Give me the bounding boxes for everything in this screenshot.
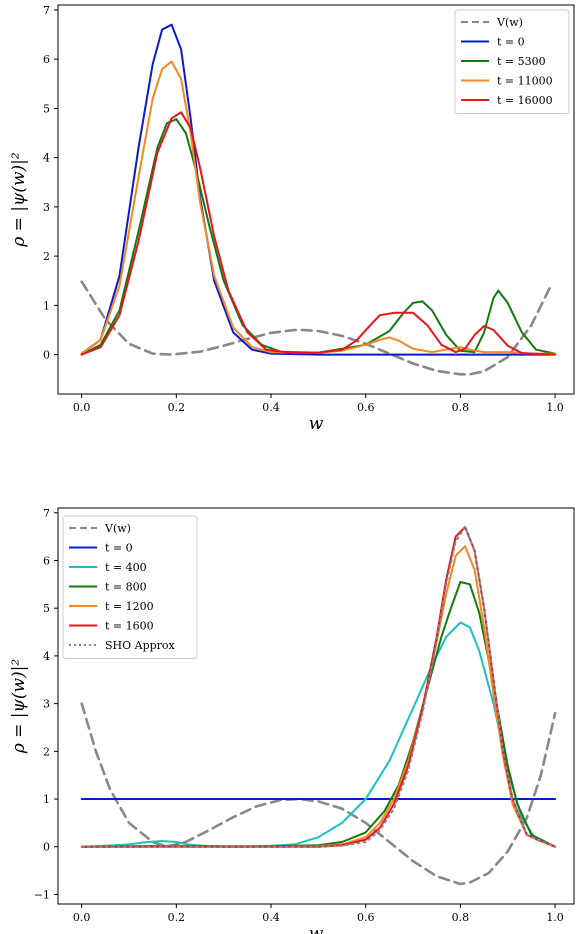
x-tick-label: 0.6	[357, 911, 375, 924]
chart-panel-2: 0.0 0.2 0.4 0.6 0.8 1.0 −1 0 1 2 3 4 5 6 7 w ρ = |ψ(w)|²…	[9, 507, 575, 934]
plot-frame	[57, 507, 575, 905]
legend: V(w) t = 0 t = 400 t = 800 t = 1200 t = 1600 S…	[62, 515, 198, 659]
y-axis-label: ρ = |ψ(w)|²	[9, 659, 29, 755]
y-tick-label: 2	[43, 250, 50, 263]
x-tick-label: 0.2	[168, 401, 186, 414]
y-tick-label: 2	[43, 745, 50, 758]
legend-label: SHO Approx	[105, 639, 176, 652]
chart-panel-1: 0.0 0.2 0.4 0.6 0.8 1.0 0 1 2 3 4 5 6 7 w ρ = |ψ(w)|² V(…	[9, 4, 575, 434]
series-line-2-1	[80, 702, 557, 886]
legend-label: V(w)	[496, 16, 523, 29]
y-tick-label: 5	[43, 102, 50, 115]
y-tick-label: 4	[43, 650, 50, 663]
legend-label: t = 0	[105, 542, 133, 555]
legend-label: V(w)	[104, 522, 131, 535]
x-tick-label: 0.4	[262, 401, 280, 414]
legend-label: t = 1200	[105, 600, 154, 613]
series-line-2-3	[80, 621, 557, 848]
legend-box	[62, 515, 198, 659]
x-tick-label: 0.4	[262, 911, 280, 924]
series-line-1-5	[80, 111, 557, 356]
y-tick-label: 3	[43, 201, 50, 214]
x-tick-label: 0.2	[168, 911, 186, 924]
x-axis-label: w	[309, 414, 324, 434]
series-line-2-7	[80, 526, 557, 848]
y-tick-label: 0	[43, 349, 50, 362]
legend-box	[454, 9, 570, 114]
y-tick-label: 7	[43, 4, 50, 17]
legend-label: t = 11000	[497, 75, 553, 88]
y-tick-label: −1	[34, 888, 50, 901]
y-tick-label: 3	[43, 698, 50, 711]
y-tick-label: 5	[43, 602, 50, 615]
x-tick-label: 1.0	[546, 911, 564, 924]
legend-label: t = 800	[105, 581, 147, 594]
x-tick-label: 0.8	[452, 911, 470, 924]
legend-label: t = 0	[497, 36, 525, 49]
y-tick-label: 7	[43, 507, 50, 520]
series-line-1-1	[80, 280, 552, 376]
y-tick-label: 6	[43, 554, 50, 567]
x-tick-label: 1.0	[546, 401, 564, 414]
y-tick-label: 1	[43, 299, 50, 312]
legend-label: t = 5300	[497, 55, 546, 68]
x-tick-label: 0.6	[357, 401, 375, 414]
y-tick-label: 4	[43, 152, 50, 165]
series-line-1-3	[80, 118, 557, 356]
legend-label: t = 16000	[497, 94, 553, 107]
plot-frame	[57, 4, 575, 395]
legend-label: t = 400	[105, 561, 147, 574]
x-tick-label: 0.8	[452, 401, 470, 414]
y-tick-label: 0	[43, 841, 50, 854]
y-tick-label: 1	[43, 793, 50, 806]
y-tick-label: 6	[43, 53, 50, 66]
legend-label: t = 1600	[105, 620, 154, 633]
legend: V(w) t = 0 t = 5300 t = 11000 t = 16000	[454, 9, 570, 114]
x-tick-label: 0.0	[73, 911, 91, 924]
x-axis-label: w	[309, 924, 324, 934]
series-line-1-2	[80, 23, 557, 356]
y-axis-label: ρ = |ψ(w)|²	[9, 152, 29, 248]
x-tick-label: 0.0	[73, 401, 91, 414]
